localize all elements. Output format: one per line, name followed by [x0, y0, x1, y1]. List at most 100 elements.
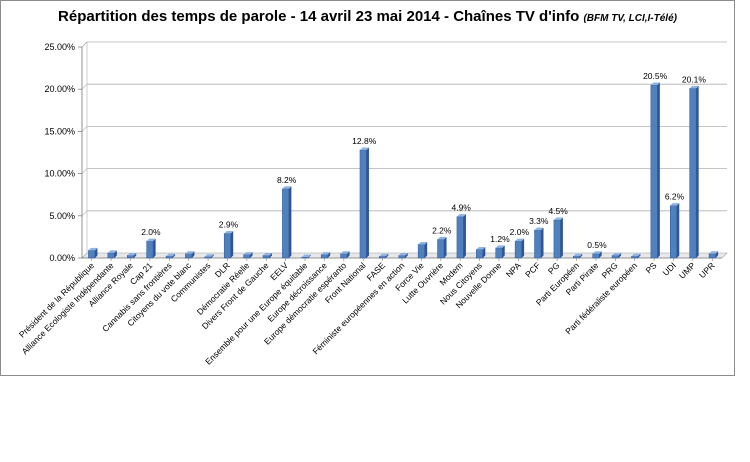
bar-side [579, 253, 583, 258]
data-label: 0.5% [587, 240, 607, 250]
data-label: 1.2% [490, 234, 510, 244]
bar-side [269, 252, 272, 258]
bar-top [709, 251, 719, 254]
bar [592, 253, 600, 259]
bar [301, 256, 309, 259]
bar-top [631, 253, 641, 257]
gridline-depth [81, 41, 88, 48]
bar-top [398, 252, 408, 256]
bar-top [670, 203, 680, 206]
data-label: 20.1% [682, 74, 707, 84]
side-wall [81, 41, 88, 259]
bar [514, 240, 522, 259]
x-tick-label: Président de la République [17, 260, 96, 339]
bar-top [592, 251, 602, 254]
bar [359, 149, 367, 259]
bar [417, 244, 425, 259]
bar [689, 88, 697, 259]
bar [631, 256, 639, 259]
bar-side [133, 252, 137, 258]
bar-side [657, 82, 660, 258]
bar [611, 255, 619, 259]
bar [126, 255, 134, 259]
bar [456, 216, 464, 259]
bar-side [715, 251, 719, 258]
bar-top [418, 241, 428, 245]
bar-side [502, 245, 505, 258]
bar-top [612, 252, 622, 256]
data-label: 2.2% [432, 225, 452, 235]
bar-side [444, 236, 447, 258]
bar [107, 252, 115, 259]
bar [398, 255, 406, 259]
bar-top [476, 247, 486, 250]
bar-side [191, 251, 195, 258]
bar [185, 253, 193, 259]
bar-side [676, 203, 680, 258]
bar-top [359, 147, 369, 150]
bar-side [405, 252, 408, 258]
bar-side [347, 251, 350, 258]
bar [476, 249, 484, 259]
data-label: 2.0% [141, 227, 161, 237]
bar-top [166, 253, 176, 257]
data-label: 4.9% [451, 203, 471, 213]
bar-top [495, 245, 505, 248]
bar-side [211, 254, 214, 258]
bar-side [637, 253, 641, 258]
bar-top [107, 250, 117, 253]
x-tick-label: UDI [661, 260, 678, 277]
bar-top [282, 186, 292, 189]
y-tick-label: 25.00% [44, 42, 75, 52]
data-label: 8.2% [277, 175, 297, 185]
x-tick-label: NPA [504, 260, 523, 279]
gridline-depth [81, 210, 88, 217]
bar-top [379, 253, 389, 257]
bar [708, 253, 716, 259]
bar-side [114, 250, 117, 258]
bar-top [321, 252, 331, 255]
bar-side [618, 252, 622, 258]
bar-side [541, 227, 544, 258]
bar-side [230, 231, 234, 258]
data-label: 3.3% [529, 216, 549, 226]
bar-top [127, 252, 137, 256]
bar-side [94, 247, 98, 258]
data-label: 12.8% [352, 136, 377, 146]
bar-side [288, 186, 292, 258]
bar [88, 250, 96, 259]
data-label: 2.9% [219, 220, 239, 230]
bar-top [185, 251, 195, 254]
y-tick-label: 5.00% [49, 211, 75, 221]
data-label: 4.5% [548, 206, 568, 216]
bar-top [534, 227, 544, 231]
gridline-depth [81, 126, 88, 132]
bar-side [424, 241, 428, 258]
y-tick-label: 10.00% [44, 169, 75, 179]
bar-top [515, 238, 525, 242]
bar-side [172, 253, 176, 258]
bar-side [250, 252, 253, 258]
bar [495, 247, 503, 259]
chart-subtitle: (BFM TV, LCI,I-Télé) [583, 13, 677, 24]
bar-top [262, 252, 272, 256]
bar-side [463, 214, 466, 258]
bar-top [146, 238, 156, 242]
data-label: 6.2% [665, 192, 685, 202]
bar-side [521, 238, 525, 258]
chart-title-text: Répartition des temps de parole - 14 avr… [58, 8, 580, 25]
bar-side [366, 147, 369, 258]
x-tick-label: UPR [697, 260, 717, 280]
bar-top [650, 82, 660, 85]
bar [204, 256, 212, 259]
x-tick-label: UMP [677, 260, 698, 281]
bar-side [599, 251, 602, 258]
chart-title: Répartition des temps de parole - 14 avr… [0, 8, 735, 25]
bar [379, 256, 387, 259]
bar-side [560, 217, 563, 258]
data-label: 20.5% [643, 71, 668, 81]
bar [320, 254, 328, 259]
bar-top [437, 236, 447, 240]
bar-top [243, 252, 253, 255]
